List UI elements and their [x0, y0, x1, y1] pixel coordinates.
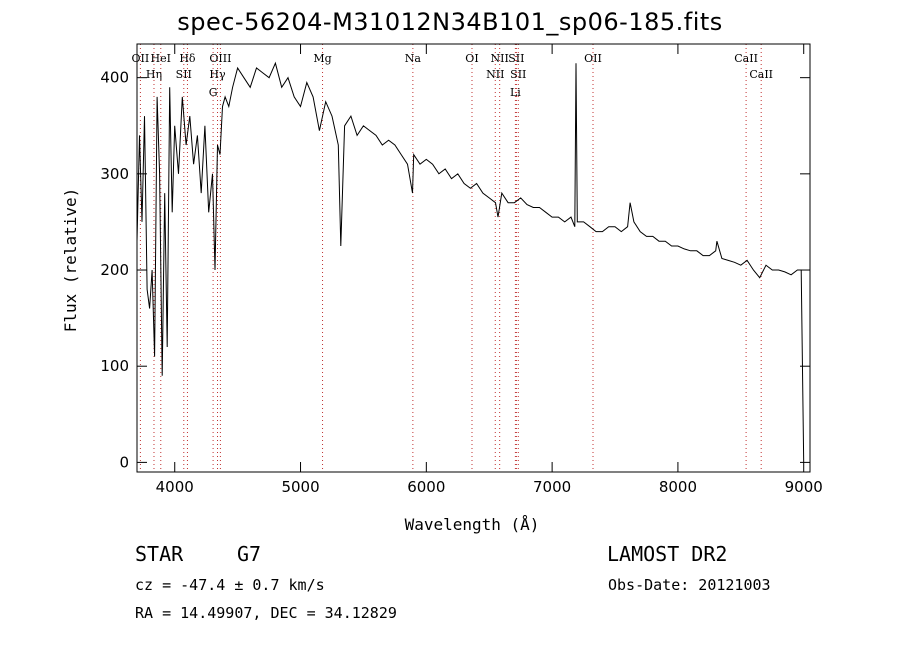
coordinates: RA = 14.49907, DEC = 34.12829 [135, 604, 397, 622]
line-label: NII [491, 52, 509, 65]
x-tick-label: 4000 [156, 478, 194, 496]
line-label: G [209, 86, 218, 99]
line-label: Hγ [209, 68, 226, 81]
line-label: SII [176, 68, 192, 81]
x-tick-label: 6000 [407, 478, 445, 496]
x-tick-label: 8000 [659, 478, 697, 496]
y-tick-label: 0 [119, 453, 129, 471]
line-label: CaII [749, 68, 773, 81]
line-label: OIII [209, 52, 231, 65]
radial-velocity: cz = -47.4 ± 0.7 km/s [135, 576, 325, 594]
line-label: Hη [146, 68, 162, 81]
line-label: Hδ [179, 52, 196, 65]
chart-title: spec-56204-M31012N34B101_sp06-185.fits [177, 8, 723, 36]
y-tick-label: 100 [100, 357, 129, 375]
x-tick-label: 9000 [785, 478, 823, 496]
y-tick-label: 400 [100, 69, 129, 87]
y-tick-label: 200 [100, 261, 129, 279]
x-axis-label: Wavelength (Å) [405, 515, 540, 534]
line-label: HeI [151, 52, 171, 65]
line-label: Na [405, 52, 422, 65]
line-label: SII [510, 68, 526, 81]
y-tick-label: 300 [100, 165, 129, 183]
line-label: CaII [734, 52, 758, 65]
line-label: NII [486, 68, 504, 81]
x-axis-ticks: 4000 5000 6000 7000 8000 9000 [156, 44, 823, 496]
line-label: OII [584, 52, 602, 65]
x-tick-label: 7000 [533, 478, 571, 496]
spectral-line-markers [139, 44, 762, 472]
survey-name: LAMOST DR2 [607, 542, 728, 566]
spectrum-line [136, 61, 805, 463]
object-subclass: G7 [237, 542, 262, 566]
line-label: SII [508, 52, 524, 65]
line-label: OI [465, 52, 478, 65]
observation-date: Obs-Date: 20121003 [608, 576, 771, 594]
line-label: Li [510, 86, 521, 99]
line-label: OII [132, 52, 150, 65]
x-tick-label: 5000 [281, 478, 319, 496]
line-label: Mg [313, 52, 331, 65]
y-axis-label: Flux (relative) [61, 188, 80, 333]
plot-frame [136, 43, 811, 473]
object-class: STAR [135, 542, 184, 566]
y-axis-ticks: 0 100 200 300 400 [100, 69, 810, 471]
